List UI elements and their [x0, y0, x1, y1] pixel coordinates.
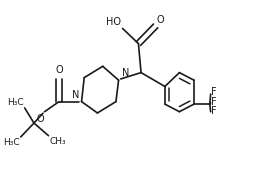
Text: F: F [211, 87, 217, 97]
Text: H₃C: H₃C [3, 138, 19, 147]
Text: CH₃: CH₃ [50, 137, 66, 146]
Text: O: O [157, 15, 165, 25]
Text: HO: HO [106, 17, 121, 27]
Text: F: F [211, 106, 217, 116]
Text: O: O [55, 65, 63, 75]
Text: N: N [72, 90, 79, 100]
Text: N: N [122, 68, 129, 78]
Text: O: O [36, 114, 44, 124]
Text: F: F [211, 97, 217, 107]
Text: H₃C: H₃C [7, 98, 23, 107]
